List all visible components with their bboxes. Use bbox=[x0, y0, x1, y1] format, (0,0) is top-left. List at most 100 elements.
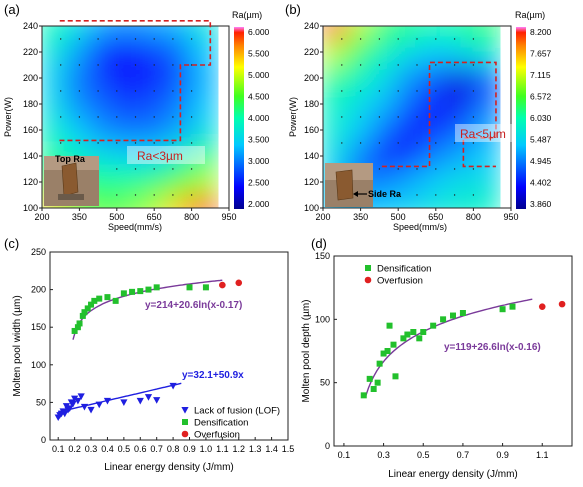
x-tick-label: 950 bbox=[503, 212, 518, 222]
data-point-triangle bbox=[95, 401, 103, 409]
data-point-square bbox=[450, 312, 456, 319]
sample-point bbox=[190, 168, 193, 170]
colorbar-tick-label: 6.000 bbox=[248, 27, 270, 37]
panel-a-colorbar-title: Ra(µm) bbox=[232, 10, 262, 20]
sample-point bbox=[397, 64, 399, 66]
sample-point bbox=[60, 142, 62, 144]
y-tick-label: 120 bbox=[23, 177, 38, 187]
x-tick-label: 500 bbox=[109, 212, 124, 222]
y-tick-label: 100 bbox=[315, 314, 330, 324]
colorbar-tick-label: 7.115 bbox=[530, 70, 551, 80]
panel-d-scatter: (d) 0.1 0.3 0.5 0.7 0.9 1.1 0 50 100 150 y=119+26.… bbox=[301, 236, 573, 480]
sample-point bbox=[116, 64, 118, 66]
y-tick-label: 150 bbox=[31, 322, 46, 332]
sample-point bbox=[416, 142, 418, 144]
heatmap-cell bbox=[471, 169, 501, 195]
heatmap-cell bbox=[371, 65, 401, 91]
x-tick-label: 0.8 bbox=[167, 444, 180, 454]
panel-b-inset-photo: Side Ra bbox=[325, 163, 402, 207]
sample-point bbox=[172, 64, 174, 66]
heatmap-cell bbox=[396, 26, 426, 39]
sample-point bbox=[341, 64, 343, 66]
sample-point bbox=[416, 116, 418, 118]
y-tick-label: 180 bbox=[23, 99, 38, 109]
heatmap-cell bbox=[371, 169, 401, 195]
sample-point bbox=[134, 142, 137, 144]
panel-b-region-outline bbox=[381, 61, 497, 168]
heatmap-cell bbox=[446, 26, 476, 39]
data-point-triangle bbox=[120, 399, 128, 406]
sample-point bbox=[472, 142, 475, 144]
sample-point bbox=[341, 38, 343, 40]
data-point-square bbox=[366, 375, 373, 382]
panel-c-scatter: (c) 0.1 0.2 0.3 0.4 0.5 0.6 0.7 0.8 0.9 1.0 1.1 1.2… bbox=[4, 236, 294, 473]
x-tick-label: 650 bbox=[147, 212, 162, 222]
sample-point bbox=[416, 168, 418, 170]
x-tick-label: 1.1 bbox=[536, 450, 549, 460]
sample-point bbox=[472, 90, 475, 92]
heatmap-cell bbox=[89, 117, 119, 143]
sample-point bbox=[416, 90, 418, 92]
y-tick-label: 200 bbox=[31, 285, 46, 295]
sample-point bbox=[435, 168, 437, 170]
sample-point bbox=[60, 116, 62, 118]
x-tick-label: 800 bbox=[466, 212, 481, 222]
panel-a-frame bbox=[41, 25, 230, 209]
sample-point bbox=[190, 142, 193, 144]
sample-point bbox=[190, 38, 193, 40]
fit-equation-label: y=214+20.6ln(x-0.17) bbox=[145, 300, 242, 311]
data-point-triangle bbox=[153, 397, 161, 404]
heatmap-cell bbox=[446, 91, 476, 117]
sample-point bbox=[134, 38, 137, 40]
y-tick-label: 100 bbox=[304, 203, 319, 213]
panel-d-frame bbox=[333, 255, 573, 447]
heatmap-cell bbox=[396, 39, 426, 65]
legend-entry-label: Overfusion bbox=[377, 276, 423, 287]
sample-point bbox=[378, 142, 381, 144]
x-tick-label: 500 bbox=[391, 212, 406, 222]
heatmap-cell bbox=[471, 26, 501, 39]
colorbar-tick-label: 3.860 bbox=[530, 199, 552, 209]
heatmap-cell bbox=[139, 26, 169, 39]
heatmap-cell bbox=[164, 91, 194, 117]
data-point-square bbox=[374, 379, 381, 386]
x-tick-label: 0.5 bbox=[118, 444, 131, 454]
y-tick-label: 200 bbox=[304, 73, 319, 83]
heatmap-cell bbox=[396, 195, 426, 208]
sample-point bbox=[172, 194, 174, 196]
panel-a-region-label: Ra<3µm bbox=[137, 149, 183, 163]
panel-b-region-label: Ra<5µm bbox=[460, 127, 506, 141]
sample-point bbox=[378, 90, 381, 92]
panel-d-y-axis-label: Molten pool depth (µm) bbox=[301, 299, 312, 402]
colorbar-tick-label: 2.500 bbox=[248, 178, 270, 188]
sample-point bbox=[190, 194, 193, 196]
x-tick-label: 200 bbox=[34, 212, 49, 222]
x-tick-label: 950 bbox=[221, 212, 236, 222]
data-point-square bbox=[384, 348, 391, 354]
y-tick-label: 220 bbox=[304, 47, 319, 57]
x-tick-label: 1.2 bbox=[233, 444, 246, 454]
data-point-square bbox=[137, 288, 144, 295]
sample-point bbox=[134, 194, 137, 196]
data-point-square bbox=[79, 312, 86, 319]
data-point-square bbox=[186, 284, 193, 291]
data-point-square bbox=[440, 316, 447, 323]
heatmap-cell bbox=[446, 39, 476, 65]
x-tick-label: 1.5 bbox=[282, 444, 295, 454]
heatmap-cell bbox=[421, 169, 451, 195]
heatmap-cell bbox=[471, 195, 501, 208]
sample-point bbox=[378, 194, 381, 196]
sample-point bbox=[116, 168, 118, 170]
heatmap-cell bbox=[189, 39, 219, 65]
x-tick-label: 0.7 bbox=[150, 444, 163, 454]
heatmap-cell bbox=[164, 26, 194, 39]
data-point-triangle bbox=[80, 403, 89, 411]
sample-point bbox=[134, 90, 137, 92]
x-tick-label: 0.1 bbox=[338, 450, 351, 460]
colorbar-tick-label: 8.200 bbox=[530, 27, 552, 37]
panel-b-region-label-bg bbox=[455, 124, 513, 142]
sample-point bbox=[116, 90, 118, 92]
data-point-square bbox=[410, 329, 417, 335]
panel-b-frame bbox=[322, 25, 512, 209]
